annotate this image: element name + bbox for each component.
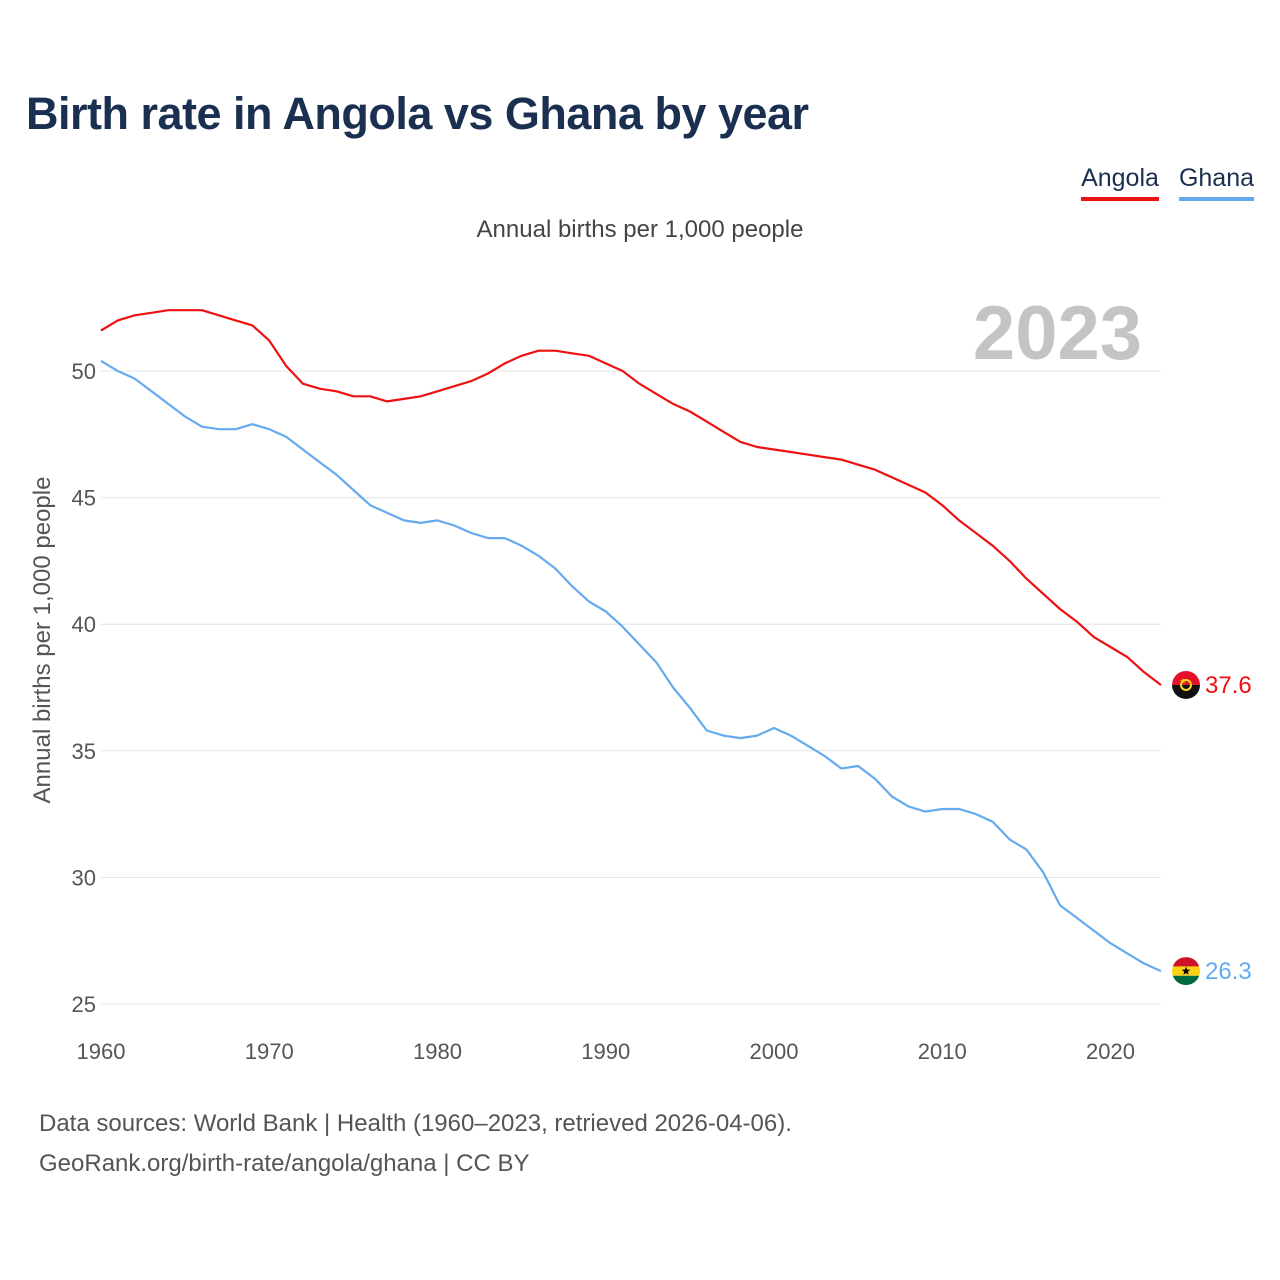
series-line-ghana[interactable] <box>100 359 1162 973</box>
source-line-2[interactable]: GeoRank.org/birth-rate/angola/ghana | CC… <box>39 1150 530 1177</box>
y-tick-label: 35 <box>72 739 96 764</box>
x-tick-label: 2020 <box>1086 1039 1135 1064</box>
y-tick-label: 50 <box>72 359 96 384</box>
year-watermark: 2023 <box>972 291 1142 376</box>
legend-item-angola[interactable]: Angola <box>1081 164 1159 201</box>
line-chart: 25 30 35 40 45 50 1960 1970 1980 1990 2000 2010 202… <box>29 309 1252 1064</box>
end-markers: 37.6 26.3 <box>1172 670 1252 986</box>
x-tick-label: 1970 <box>245 1039 294 1064</box>
y-axis-label: Annual births per 1,000 people <box>29 477 56 804</box>
x-tick-label: 1990 <box>581 1039 630 1064</box>
y-tick-label: 45 <box>72 486 96 511</box>
x-axis-ticks: 1960 1970 1980 1990 2000 2010 2020 <box>77 1039 1135 1064</box>
gridlines <box>101 370 1161 1005</box>
source-note: Data sources: World Bank | Health (1960–… <box>39 1104 792 1184</box>
end-value-ghana: 26.3 <box>1205 958 1252 985</box>
x-tick-label: 2010 <box>918 1039 967 1064</box>
series-lines <box>100 309 1162 973</box>
chart-subtitle: Annual births per 1,000 people <box>476 216 804 243</box>
y-axis-ticks: 25 30 35 40 45 50 <box>72 359 96 1017</box>
angola-flag-icon <box>1172 670 1200 699</box>
series-line-angola[interactable] <box>100 309 1162 686</box>
chart-title: Birth rate in Angola vs Ghana by year <box>26 88 809 139</box>
end-value-angola: 37.6 <box>1205 672 1252 699</box>
x-tick-label: 1960 <box>77 1039 126 1064</box>
source-line-1: Data sources: World Bank | Health (1960–… <box>39 1110 792 1137</box>
legend-item-ghana[interactable]: Ghana <box>1178 164 1254 201</box>
x-tick-label: 1980 <box>413 1039 462 1064</box>
y-tick-label: 25 <box>72 992 96 1017</box>
y-tick-label: 30 <box>72 865 96 890</box>
legend: Angola Ghana <box>1081 164 1254 201</box>
ghana-flag-icon <box>1172 957 1200 986</box>
y-tick-label: 40 <box>72 612 96 637</box>
x-tick-label: 2000 <box>750 1039 799 1064</box>
